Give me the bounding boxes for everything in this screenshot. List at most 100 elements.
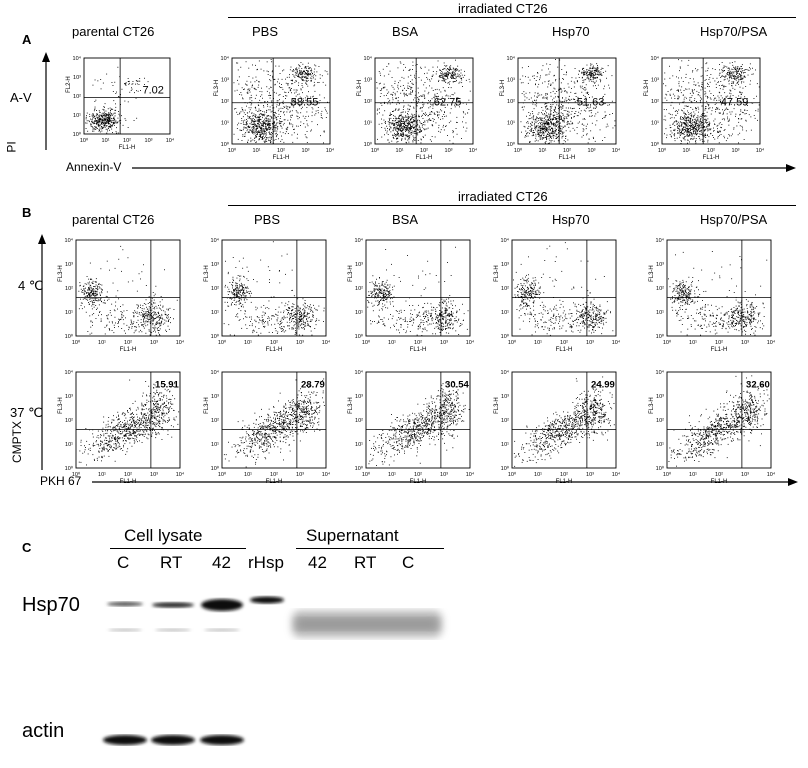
blot-lane-label: RT xyxy=(160,553,183,572)
y-tick-label: 10⁰ xyxy=(65,465,74,472)
gate-percentage: 32.60 xyxy=(746,379,770,390)
x-tick-label: 10⁰ xyxy=(663,339,672,346)
x-tick-label: 10⁰ xyxy=(218,339,227,346)
y-tick-label: 10⁰ xyxy=(355,465,364,472)
plot-title: PBS xyxy=(252,24,279,39)
x-tick-label: 10² xyxy=(123,138,131,144)
blot-lane-label: 42 xyxy=(212,553,231,572)
blot-group-cell-lysate-line xyxy=(110,548,246,549)
y-axis-name: FL3-H xyxy=(357,80,363,97)
x-tick-label: 10⁴ xyxy=(166,137,174,144)
x-tick-label: 10⁰ xyxy=(663,471,672,478)
plot-title: BSA xyxy=(392,24,419,39)
x-tick-label: 10¹ xyxy=(244,340,252,346)
gate-percentage: 28.79 xyxy=(301,379,325,390)
x-tick-label: 10⁴ xyxy=(612,339,620,346)
blot-lane-label: 42 xyxy=(308,553,327,572)
x-tick-label: 10² xyxy=(560,340,568,346)
plot-title: BSA xyxy=(392,212,419,227)
x-tick-label: 10⁰ xyxy=(362,339,371,346)
y-tick-label: 10³ xyxy=(507,78,515,84)
y-tick-label: 10³ xyxy=(656,262,664,268)
x-axis-name: FL1-H xyxy=(120,347,137,353)
x-tick-label: 10¹ xyxy=(388,472,396,478)
y-tick-label: 10¹ xyxy=(211,442,219,448)
y-tick-label: 10² xyxy=(501,418,509,424)
y-tick-label: 10⁴ xyxy=(507,55,516,62)
y-tick-label: 10⁴ xyxy=(501,237,510,244)
y-tick-label: 10⁴ xyxy=(364,55,373,62)
x-tick-label: 10¹ xyxy=(244,472,252,478)
panel-b-letter: B xyxy=(22,205,32,220)
y-tick-label: 10² xyxy=(355,418,363,424)
scatter-dots xyxy=(668,375,770,467)
x-tick-label: 10³ xyxy=(445,148,453,154)
x-axis-name: FL1-H xyxy=(266,479,283,485)
y-tick-label: 10⁰ xyxy=(364,141,373,148)
y-axis-name: FL2-H xyxy=(66,76,72,93)
x-tick-label: 10⁴ xyxy=(466,471,474,478)
western-blot-membrane xyxy=(100,578,470,764)
x-tick-label: 10¹ xyxy=(534,472,542,478)
panel-b-x-axis-label: PKH 67 xyxy=(40,474,82,488)
y-tick-label: 10⁴ xyxy=(355,369,364,376)
x-tick-label: 10² xyxy=(124,340,132,346)
y-tick-label: 10³ xyxy=(355,262,363,268)
x-tick-label: 10³ xyxy=(440,340,448,346)
x-tick-label: 10¹ xyxy=(253,148,261,154)
gate-percentage: 51.63 xyxy=(577,96,605,108)
x-tick-label: 10² xyxy=(715,472,723,478)
x-tick-label: 10¹ xyxy=(98,472,106,478)
y-tick-label: 10⁰ xyxy=(507,141,516,148)
y-tick-label: 10¹ xyxy=(355,310,363,316)
y-tick-label: 10¹ xyxy=(364,121,372,127)
x-tick-label: 10⁴ xyxy=(767,471,775,478)
y-tick-label: 10² xyxy=(73,94,81,100)
x-axis-name: FL1-H xyxy=(119,145,136,151)
y-tick-label: 10³ xyxy=(221,78,229,84)
x-tick-label: 10⁰ xyxy=(80,137,89,144)
x-tick-label: 10⁴ xyxy=(176,339,184,346)
x-tick-label: 10² xyxy=(270,340,278,346)
y-tick-label: 10¹ xyxy=(507,121,515,127)
y-tick-label: 10³ xyxy=(501,394,509,400)
y-tick-label: 10² xyxy=(211,418,219,424)
y-tick-label: 10² xyxy=(65,418,73,424)
panel-b-row-label-4c: 4 ℃ xyxy=(18,278,44,293)
x-tick-label: 10⁰ xyxy=(514,147,523,154)
x-tick-label: 10³ xyxy=(150,340,158,346)
x-tick-label: 10² xyxy=(414,472,422,478)
y-tick-label: 10⁴ xyxy=(211,237,220,244)
plot-title: parental CT26 xyxy=(72,212,155,227)
x-tick-label: 10¹ xyxy=(534,340,542,346)
x-tick-label: 10⁰ xyxy=(218,471,227,478)
x-tick-label: 10² xyxy=(420,148,428,154)
x-tick-label: 10³ xyxy=(732,148,740,154)
y-tick-label: 10⁰ xyxy=(211,333,220,340)
y-axis-name: FL3-H xyxy=(214,80,220,97)
y-axis-name: FL3-H xyxy=(494,397,500,414)
y-axis-name: FL3-H xyxy=(204,397,210,414)
y-tick-label: 10² xyxy=(656,286,664,292)
y-tick-label: 10² xyxy=(656,418,664,424)
band-hsp70-42 xyxy=(201,599,243,611)
x-axis-name: FL1-H xyxy=(703,155,720,161)
y-axis-name: FL3-H xyxy=(348,265,354,282)
y-tick-label: 10⁴ xyxy=(355,237,364,244)
y-tick-label: 10⁰ xyxy=(355,333,364,340)
y-tick-label: 10¹ xyxy=(501,442,509,448)
y-tick-label: 10³ xyxy=(364,78,372,84)
x-tick-label: 10¹ xyxy=(689,472,697,478)
y-tick-label: 10¹ xyxy=(656,310,664,316)
y-axis-name: FL3-H xyxy=(58,265,64,282)
x-tick-label: 10³ xyxy=(440,472,448,478)
x-axis-name: FL1-H xyxy=(556,479,573,485)
plot-title: Hsp70/PSA xyxy=(700,24,768,39)
scatter-dots xyxy=(367,246,469,336)
scatter-dots xyxy=(519,59,616,144)
y-tick-label: 10⁰ xyxy=(651,141,660,148)
